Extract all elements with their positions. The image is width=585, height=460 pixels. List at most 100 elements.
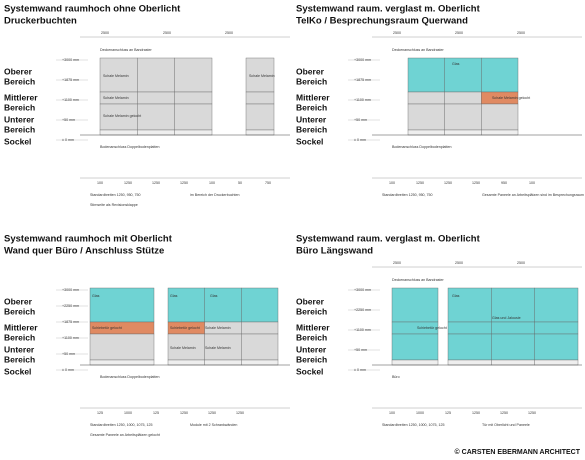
bottom-dim: 1250	[444, 181, 452, 185]
socket	[447, 359, 492, 366]
upper-panel	[137, 57, 175, 93]
lower-panel	[447, 333, 492, 361]
top-dim: 2500	[393, 261, 401, 265]
zone-label: Mittlerer	[4, 92, 38, 102]
socket	[99, 129, 138, 136]
cell-label: Schiebetür gelocht	[170, 326, 200, 330]
upper-panel	[444, 57, 482, 93]
cell-label: Glas	[452, 294, 460, 298]
top-dim: 2500	[517, 261, 525, 265]
bottom-dim: 950	[501, 181, 507, 185]
cell-label: Schiebetür gelocht	[92, 326, 122, 330]
panel-subtitle: TelKo / Besprechungsraum Querwand	[296, 16, 468, 27]
cell-label: Schale Melamin gelocht	[492, 96, 530, 100]
note: Standardbreiten 1250, 1000, 1075, 125	[90, 423, 153, 427]
socket	[174, 129, 213, 136]
bottom-dim: 50	[238, 181, 242, 185]
note: Gesamte Paneele an Arbeitsplätzen sind i…	[482, 193, 585, 197]
note: Standardbreiten 1250, 950, 750	[90, 193, 141, 197]
panel-title: Systemwand raum. verglast m. Oberlicht	[296, 234, 481, 245]
zone-label: Bereich	[296, 102, 327, 112]
zone-label: Oberer	[296, 296, 325, 306]
zone-label: Bereich	[296, 354, 327, 364]
socket	[137, 129, 175, 136]
bottom-dim: 1250	[472, 181, 480, 185]
bottom-dim: 1250	[236, 411, 244, 415]
zone-label: Bereich	[4, 354, 35, 364]
upper-panel	[481, 57, 519, 93]
lower-panel	[391, 333, 439, 361]
zone-label: Unterer	[296, 344, 327, 354]
socket	[491, 359, 535, 366]
panel: Systemwand raum. verglast m. OberlichtTe…	[296, 4, 585, 197]
zone-label: Bereich	[4, 306, 35, 316]
upper-panel	[204, 287, 242, 323]
zone-label: Bereich	[4, 76, 35, 86]
upper-panel	[491, 287, 535, 323]
socket	[167, 359, 205, 366]
foot-note: Büro	[392, 375, 400, 379]
cell-label: Schale Melamin	[170, 346, 196, 350]
top-dim: 2500	[455, 31, 463, 35]
cell-label: Schale Melamin	[103, 74, 129, 78]
socket	[245, 129, 275, 136]
note: Module mit 2 Schrankwänden	[190, 423, 237, 427]
zone-label: Oberer	[4, 66, 33, 76]
note: Stirnseite als Revisionsklappe	[90, 203, 138, 207]
panel-subtitle: Wand quer Büro / Anschluss Stütze	[4, 246, 164, 257]
upper-panel	[167, 287, 205, 323]
note: Gesamte Paneele an Arbeitsplätzen geloch…	[90, 433, 160, 437]
middle-panel	[407, 91, 445, 105]
zone-label: Bereich	[4, 332, 35, 342]
cell-label: Glas	[170, 294, 178, 298]
upper-panel	[89, 287, 155, 323]
cell-label: Glas	[92, 294, 100, 298]
top-dim: 2500	[101, 31, 109, 35]
middle-panel	[137, 91, 175, 105]
bottom-dim: 1250	[152, 181, 160, 185]
socket	[444, 129, 482, 136]
lower-panel	[407, 103, 445, 131]
bottom-dim: 1250	[180, 411, 188, 415]
middle-panel	[245, 91, 275, 105]
zone-label: Sockel	[4, 136, 31, 146]
bottom-dim: 1000	[416, 411, 424, 415]
top-dim: 2500	[393, 31, 401, 35]
zone-label: Oberer	[4, 296, 33, 306]
bottom-dim: 1250	[500, 411, 508, 415]
bottom-dim: 1000	[124, 411, 132, 415]
foot-note: Bodenanschluss Doppelbodenplatten	[392, 145, 452, 149]
zone-label: Unterer	[4, 114, 35, 124]
note: im Bereich der Druckerbuchten	[190, 193, 240, 197]
lower-panel	[245, 103, 275, 131]
zone-label: Bereich	[4, 124, 35, 134]
zone-label: Sockel	[296, 136, 323, 146]
upper-panel	[407, 57, 445, 93]
lower-panel	[491, 333, 535, 361]
bottom-dim: 125	[445, 411, 451, 415]
zone-label: Mittlerer	[296, 92, 330, 102]
bottom-dim: 1250	[416, 181, 424, 185]
middle-panel	[491, 321, 535, 335]
upper-panel	[534, 287, 579, 323]
panel-title: Systemwand raumhoch ohne Oberlicht	[4, 4, 181, 15]
zone-label: Sockel	[4, 366, 31, 376]
panel: Systemwand raum. verglast m. Oberlicht Bü…	[296, 234, 582, 427]
zone-label: Mittlerer	[296, 322, 330, 332]
panel: Systemwand raumhoch ohne OberlichtDrucke…	[4, 4, 290, 207]
socket	[391, 359, 439, 366]
bottom-dim: 1250	[528, 411, 536, 415]
lower-panel	[444, 103, 482, 131]
bottom-dim: 1250	[124, 181, 132, 185]
cell-label: Glas	[452, 62, 460, 66]
zone-label: Unterer	[296, 114, 327, 124]
cell-label: Glas	[210, 294, 218, 298]
lower-panel	[481, 103, 519, 131]
zone-label: Bereich	[296, 332, 327, 342]
bottom-dim: 1250	[180, 181, 188, 185]
socket	[407, 129, 445, 136]
bottom-dim: 100	[389, 411, 395, 415]
middle-panel	[534, 321, 579, 335]
bottom-dim: 100	[209, 181, 215, 185]
